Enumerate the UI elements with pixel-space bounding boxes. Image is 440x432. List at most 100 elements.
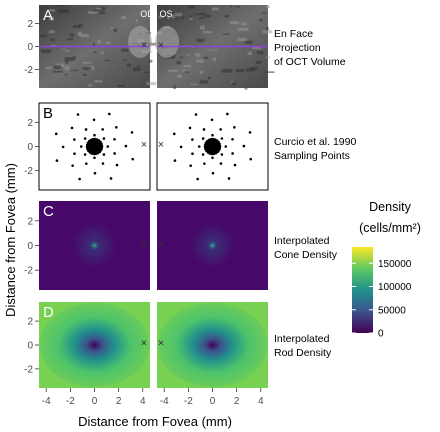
fundus-texture (195, 53, 201, 57)
fundus-texture (69, 33, 75, 37)
x-tick-label: -4 (160, 396, 169, 407)
fundus-texture (52, 70, 63, 73)
y-tick-label: -2 (24, 166, 33, 177)
sampling-point (109, 177, 113, 180)
sampling-point (79, 145, 83, 148)
sampling-point (84, 128, 88, 131)
optic-disc-marker: × (141, 139, 147, 151)
sampling-point (210, 152, 214, 156)
sampling-point (210, 118, 214, 122)
sampling-point (94, 152, 98, 156)
sampling-point (227, 177, 231, 180)
panel-d-od: ×D (39, 302, 150, 388)
legend-title-line2: (cells/mm²) (359, 221, 421, 235)
legend-tick-label: 100000 (378, 282, 412, 293)
fundus-texture (97, 39, 101, 44)
sampling-point (115, 126, 118, 129)
fundus-texture (221, 68, 233, 73)
sampling-point (211, 156, 214, 160)
sampling-point (102, 153, 106, 156)
fundus-texture (61, 48, 67, 50)
fundus-texture (126, 63, 132, 67)
sampling-point (73, 152, 76, 155)
sampling-point (113, 152, 116, 155)
fundus-texture (93, 51, 97, 54)
fundus-texture (117, 84, 126, 87)
sampling-point (131, 157, 135, 161)
fundus-texture (196, 59, 204, 63)
fundus-texture (57, 5, 65, 7)
fundus-texture (183, 64, 192, 68)
optic-disc-marker: × (158, 338, 164, 350)
fundus-texture (202, 30, 213, 34)
fundus-texture (78, 31, 82, 36)
fundus-texture (265, 56, 270, 59)
x-tick-label: 2 (116, 396, 122, 407)
fundus-texture (176, 60, 182, 65)
row-c-label-line2: Cone Density (274, 249, 338, 261)
fundus-texture (64, 66, 70, 71)
fundus-texture (109, 27, 116, 29)
x-tick-label: -4 (42, 396, 51, 407)
fundus-texture (174, 16, 185, 20)
fundus-texture (105, 41, 112, 45)
fundus-texture (148, 59, 153, 63)
y-tick-label: 2 (27, 317, 33, 328)
fundus-texture (173, 85, 176, 90)
fundus-texture (208, 76, 212, 80)
panel-a-od: ×A (39, 5, 159, 88)
tick-labels: 2 0 -2 2 0 -2 2 0 -2 2 0 -2 -4 -2 0 2 4 -4 -2 0 2 4 (24, 19, 264, 407)
fundus-texture (229, 21, 239, 25)
row-d-label-line2: Rod Density (274, 347, 332, 359)
sampling-point (231, 152, 234, 155)
sampling-point (93, 133, 96, 137)
fundus-texture (146, 81, 157, 86)
sampling-point (108, 112, 111, 116)
sampling-point (188, 126, 192, 130)
sampling-point (173, 159, 177, 162)
fundus-texture (89, 66, 95, 71)
rod-density-map (39, 303, 150, 387)
sampling-point (91, 137, 95, 141)
optic-disc (155, 25, 179, 58)
sampling-point (203, 143, 207, 147)
fundus-texture (255, 60, 262, 64)
panel-b-od: ×B (38, 102, 151, 191)
fundus-texture (203, 56, 209, 59)
fundus-texture (58, 9, 70, 14)
panel-d-os: × (157, 302, 268, 388)
sampling-point (97, 139, 101, 142)
sampling-point (197, 145, 201, 148)
panel-c-od: ×C (39, 201, 150, 290)
fundus-texture (189, 15, 193, 17)
sampling-point (191, 138, 194, 141)
fundus-texture (259, 18, 263, 22)
fundus-texture (244, 87, 248, 90)
legend-tick-label: 50000 (378, 305, 406, 316)
fundus-texture (188, 5, 195, 9)
sampling-point (61, 145, 65, 149)
sampling-point (211, 137, 215, 141)
sampling-point (93, 137, 97, 141)
fundus-texture (64, 73, 69, 76)
x-axis-title: Distance from Fovea (mm) (78, 414, 232, 429)
y-tick-label: 0 (27, 42, 33, 53)
sampling-point (189, 164, 192, 167)
fundus-texture (64, 57, 75, 61)
fundus-texture (209, 49, 218, 51)
sampling-point (242, 144, 246, 148)
fundus-texture (45, 66, 52, 70)
sampling-point (85, 145, 89, 149)
sampling-point (208, 152, 212, 155)
fundus-texture (235, 6, 240, 8)
colorbar-legend: Density (cells/mm²) 150000 100000 50000 0 (352, 200, 421, 340)
sampling-point (85, 162, 88, 165)
rod-density-map (157, 303, 268, 387)
fundus-texture (78, 24, 84, 28)
sampling-point (219, 128, 222, 131)
fundus-texture (199, 12, 206, 15)
sampling-point (130, 131, 134, 134)
fundus-texture (48, 30, 55, 34)
x-tick-label: 4 (258, 396, 264, 407)
